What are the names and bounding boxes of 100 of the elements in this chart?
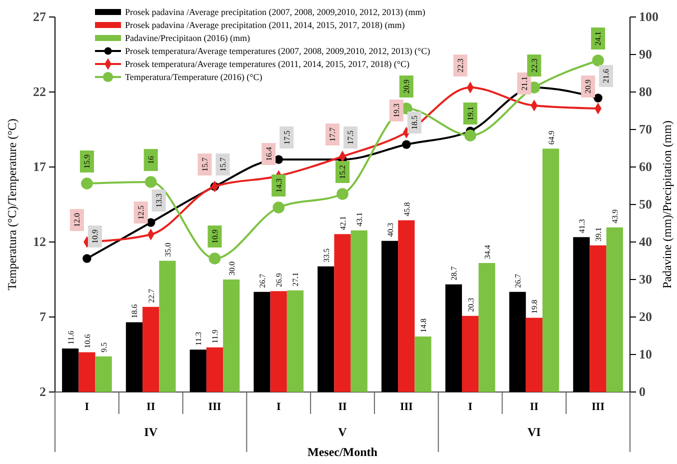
y2-tick-label: 30: [639, 272, 652, 287]
data-label: 22.3: [456, 58, 465, 72]
bar: [509, 292, 526, 392]
data-label: 42.1: [338, 216, 348, 230]
bar: [398, 220, 415, 392]
data-label: 17.7: [328, 128, 338, 142]
bar: [606, 227, 623, 392]
data-label: 41.3: [577, 219, 586, 234]
y2-tick-label: 0: [639, 384, 646, 400]
data-label: 17.5: [282, 130, 292, 144]
data-label: 26.9: [274, 273, 284, 288]
y-tick-label: 7: [40, 309, 46, 324]
y2-tick-label: 20: [639, 309, 652, 324]
bar: [78, 352, 96, 392]
data-label: 20.3: [466, 298, 476, 312]
data-label: 10.9: [90, 230, 100, 244]
bar: [95, 356, 112, 392]
y-axis-title: Temperatura (°C)/Temperature (°C): [5, 118, 19, 290]
x-tick-label: II: [338, 400, 347, 413]
bar: [126, 322, 143, 392]
y-tick-label: 22: [33, 84, 46, 100]
bar: [142, 306, 160, 392]
bar: [334, 234, 351, 392]
point: [592, 54, 604, 66]
data-label: 19.3: [392, 104, 402, 118]
data-label: 43.1: [355, 212, 364, 226]
point: [594, 94, 602, 102]
text: IV: [144, 425, 158, 439]
data-label: 22.7: [146, 288, 156, 303]
data-label: 15.2: [338, 165, 348, 179]
data-label: 40.3: [386, 222, 395, 237]
data-label: 14.3: [274, 178, 284, 192]
data-label: 19.8: [530, 300, 540, 314]
data-label: 33.5: [322, 248, 331, 262]
y2-axis-title: Padavine (mm)/Precipitation (mm): [660, 120, 674, 288]
y-tick-label: 12: [33, 234, 46, 250]
data-label: 20.9: [402, 80, 412, 94]
bar: [590, 245, 606, 392]
data-label: 14.8: [419, 318, 428, 332]
x-tick-label: I: [276, 400, 281, 413]
x-tick-label: III: [592, 400, 604, 413]
data-label: 21.1: [520, 76, 529, 90]
data-label: 19.1: [466, 106, 475, 120]
point: [208, 252, 221, 264]
bar: [254, 292, 270, 392]
data-label: 11.9: [210, 330, 220, 344]
x-axis-title: Mesec/Month: [308, 445, 378, 459]
data-label: 21.6: [602, 69, 611, 83]
legend-label: Prosek temperatura/Average temperatures (2007, 2008, 2009,2010, 2012, 2013) (°C): [125, 46, 430, 56]
y-tick-label: 27: [33, 9, 46, 24]
data-label: 9.5: [100, 342, 109, 352]
bar: [270, 291, 287, 392]
text: VI: [527, 425, 542, 439]
bar: [318, 266, 334, 392]
data-label: 12.0: [72, 213, 82, 227]
bar: [542, 148, 560, 392]
data-label: 11.3: [194, 332, 204, 346]
data-label: 18.6: [130, 304, 140, 318]
point: [82, 254, 92, 263]
y2-tick-label: 10: [639, 346, 652, 362]
data-label: 24.1: [594, 32, 603, 46]
data-label: 30.0: [227, 262, 236, 276]
data-label: 45.8: [402, 202, 412, 216]
data-label: 10.9: [210, 230, 220, 244]
legend-label: Prosek temperatura/Average temperatures (2011, 2014, 2015, 2017, 2018) (°C): [125, 59, 410, 70]
point: [146, 218, 156, 227]
data-label: 12.5: [136, 206, 146, 220]
bar: [478, 263, 496, 392]
data-label: 17.5: [346, 130, 356, 144]
data-label: 27.1: [291, 272, 300, 286]
data-label: 15.7: [218, 158, 228, 172]
legend-label: Temperatura/Temperature (2016) (°C): [125, 72, 262, 82]
y2-tick-label: 100: [639, 9, 658, 24]
y2-tick-label: 90: [639, 46, 652, 62]
y2-tick-label: 80: [639, 84, 652, 100]
x-tick-label: I: [84, 400, 90, 413]
data-label: 16.4: [264, 147, 274, 161]
data-label: 18.5: [410, 116, 420, 130]
point: [272, 202, 285, 214]
data-label: 15.9: [82, 154, 92, 168]
bar: [350, 230, 368, 392]
bar: [206, 347, 224, 392]
bar: [381, 240, 398, 392]
text: V: [338, 425, 348, 439]
legend-label: Padavine/Precipitaon (2016) (mm): [125, 33, 250, 44]
bar: [573, 237, 590, 392]
point: [336, 188, 348, 200]
x-tick-label: I: [468, 400, 472, 413]
point: [81, 178, 93, 190]
x-tick-label: II: [146, 400, 156, 413]
bar: [414, 336, 432, 392]
data-label: 28.7: [450, 266, 459, 280]
bar: [526, 318, 542, 392]
data-label: 43.9: [610, 209, 620, 224]
bar: [223, 280, 240, 392]
bar: [462, 316, 479, 392]
x-tick-label: III: [400, 400, 413, 413]
data-label: 11.6: [66, 330, 76, 344]
data-label: 13.3: [154, 194, 164, 208]
legend-label: Prosek padavina /Average precipitation (2007, 2008, 2009,2010, 2012, 2013) (mm): [125, 7, 426, 18]
